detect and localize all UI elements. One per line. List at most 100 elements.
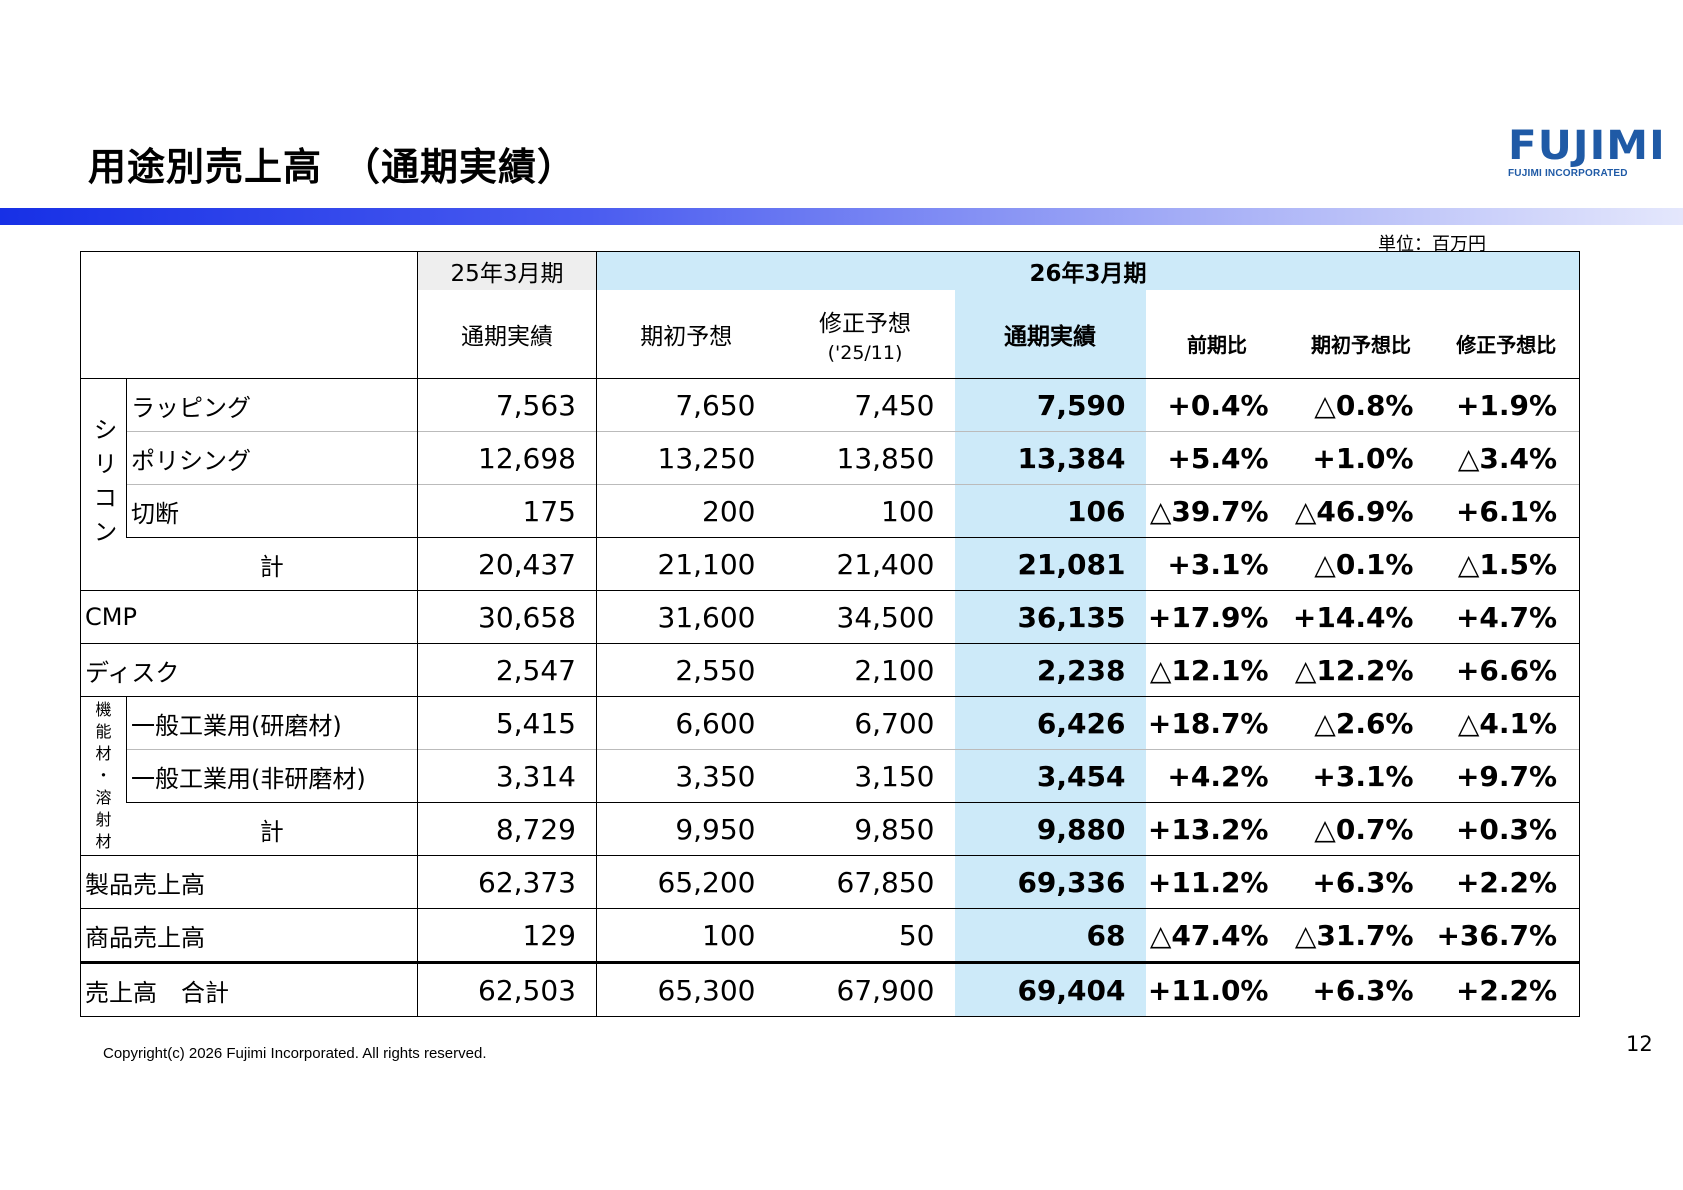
header-revised-label: 修正予想	[819, 311, 911, 337]
cell-vs-revised: +6.1%	[1433, 484, 1581, 538]
row-label: ポリシング	[126, 431, 418, 485]
unit-label: 単位：百万円	[1378, 234, 1486, 255]
table-row-subtotal: 計 8,729 9,950 9,850 9,880 +13.2% △0.7% +…	[80, 802, 1581, 856]
table-row-subtotal: 計 20,437 21,100 21,400 21,081 +3.1% △0.1…	[80, 537, 1581, 591]
row-label: 製品売上高	[80, 855, 418, 909]
table-row: ディスク 2,547 2,550 2,100 2,238 △12.1% △12.…	[80, 643, 1581, 697]
header-revised-sub: ('25/11)	[827, 342, 903, 364]
cell-initial: 65,300	[596, 961, 776, 1017]
cell-revised: 67,900	[775, 961, 955, 1017]
cell-yoy: +0.4%	[1167, 388, 1269, 422]
cell-initial: 9,950	[596, 802, 776, 856]
cell-initial: 3,350	[675, 759, 756, 793]
table-row: 商品売上高 129 100 50 68 △47.4% △31.7% +36.7%	[80, 908, 1581, 963]
cell-vs-initial: △0.1%	[1288, 537, 1434, 591]
cell-initial: 21,100	[596, 537, 776, 591]
header-fy25: 25年3月期	[417, 251, 597, 290]
header-actual: 通期実績	[954, 290, 1146, 379]
cell-initial: 6,600	[675, 706, 756, 740]
cell-initial: 13,250	[657, 441, 756, 475]
cell-prev-actual: 3,314	[417, 749, 597, 803]
cell-vs-initial: +6.3%	[1288, 961, 1434, 1017]
cell-revised: 3,150	[854, 759, 935, 793]
header-fy26: 26年3月期	[596, 251, 1581, 290]
cell-actual: 6,426	[954, 696, 1146, 750]
cell-actual: 3,454	[954, 749, 1146, 803]
cell-yoy: +13.2%	[1145, 802, 1289, 856]
cell-prev-actual: 62,373	[417, 855, 597, 909]
company-logo: FUJIMI FUJIMI INCORPORATED	[1508, 126, 1674, 179]
cell-revised: 34,500	[775, 590, 955, 644]
cell-actual: 21,081	[954, 537, 1146, 591]
header-vs-revised: 修正予想比	[1433, 290, 1581, 379]
cell-initial: 100	[702, 918, 756, 952]
cell-vs-initial: +14.4%	[1288, 590, 1434, 644]
row-label: 売上高 合計	[80, 961, 418, 1017]
cell-vs-revised: +6.6%	[1433, 643, 1581, 697]
cell-revised: 13,850	[836, 441, 935, 475]
page-number: 12	[1626, 1032, 1653, 1056]
header-initial-forecast: 期初予想	[596, 290, 776, 379]
cell-prev-actual: 129	[417, 908, 597, 963]
header-revised-forecast: 修正予想 ('25/11)	[775, 290, 955, 379]
cell-yoy: +11.2%	[1145, 855, 1289, 909]
copyright-footer: Copyright(c) 2026 Fujimi Incorporated. A…	[103, 1045, 487, 1062]
table-row-total: 売上高 合計 62,503 65,300 67,900 69,404 +11.0…	[80, 961, 1581, 1017]
cell-yoy: △47.4%	[1149, 918, 1269, 952]
row-label: 計	[126, 802, 418, 856]
row-label: ディスク	[80, 643, 418, 697]
cell-actual: 9,880	[954, 802, 1146, 856]
cell-vs-initial: +3.1%	[1312, 759, 1414, 793]
header-vs-initial: 期初予想比	[1288, 290, 1434, 379]
cell-initial: 2,550	[596, 643, 776, 697]
cell-initial: 200	[702, 494, 756, 528]
row-label: 一般工業用(非研磨材)	[126, 749, 418, 803]
cell-revised: 100	[881, 494, 935, 528]
header-corner	[80, 251, 418, 379]
table-row: 一般工業用(非研磨材) 3,314 3,350 3,150 3,454 +4.2…	[80, 749, 1581, 803]
cell-yoy: +17.9%	[1145, 590, 1289, 644]
cell-vs-revised: +2.2%	[1433, 855, 1581, 909]
cell-vs-revised: +2.2%	[1433, 961, 1581, 1017]
cell-vs-initial: △0.7%	[1288, 802, 1434, 856]
cell-actual: 69,336	[954, 855, 1146, 909]
cell-yoy: △39.7%	[1149, 494, 1269, 528]
cell-prev-actual: 5,415	[417, 696, 597, 750]
table-row: シリコン ラッピング 7,563 7,650 7,450 7,590 +0.4%…	[80, 378, 1581, 591]
cell-prev-actual: 62,503	[417, 961, 597, 1017]
page-title: 用途別売上高 （通期実績）	[88, 145, 577, 189]
cell-revised: 67,850	[775, 855, 955, 909]
row-label: 切断	[126, 484, 418, 538]
group-functional-label: 機能材・溶射材	[95, 700, 112, 851]
cell-revised: 7,450	[854, 388, 935, 422]
cell-vs-revised: +1.9%	[1433, 378, 1581, 432]
cell-vs-initial: +1.0%	[1312, 441, 1414, 475]
cell-yoy: +5.4%	[1167, 441, 1269, 475]
header-yoy: 前期比	[1145, 290, 1289, 379]
cell-actual: 13,384	[954, 431, 1146, 485]
cell-vs-revised: +9.7%	[1433, 749, 1581, 803]
cell-initial: 31,600	[596, 590, 776, 644]
cell-actual: 2,238	[954, 643, 1146, 697]
cell-vs-initial: △31.7%	[1294, 918, 1414, 952]
row-label: 計	[126, 537, 418, 591]
row-label: 商品売上高	[80, 908, 418, 963]
cell-vs-initial: △46.9%	[1294, 494, 1414, 528]
table-row: ポリシング 12,698 13,250 13,850 13,384 +5.4% …	[80, 431, 1581, 485]
cell-vs-revised: △1.5%	[1433, 537, 1581, 591]
header-gradient-bar	[0, 208, 1683, 225]
cell-prev-actual: 175	[417, 484, 597, 538]
cell-prev-actual: 30,658	[417, 590, 597, 644]
cell-prev-actual: 7,563	[417, 378, 597, 432]
cell-revised: 6,700	[854, 706, 935, 740]
cell-yoy: +3.1%	[1145, 537, 1289, 591]
logo-mark: FUJIMI	[1508, 123, 1666, 169]
table-row: CMP 30,658 31,600 34,500 36,135 +17.9% +…	[80, 590, 1581, 644]
row-label: ラッピング	[126, 378, 418, 432]
group-silicon: シリコン	[80, 378, 127, 591]
cell-actual: 69,404	[954, 961, 1146, 1017]
logo-subtitle: FUJIMI INCORPORATED	[1508, 168, 1628, 179]
cell-prev-actual: 2,547	[417, 643, 597, 697]
cell-vs-initial: +6.3%	[1288, 855, 1434, 909]
cell-revised: 9,850	[775, 802, 955, 856]
